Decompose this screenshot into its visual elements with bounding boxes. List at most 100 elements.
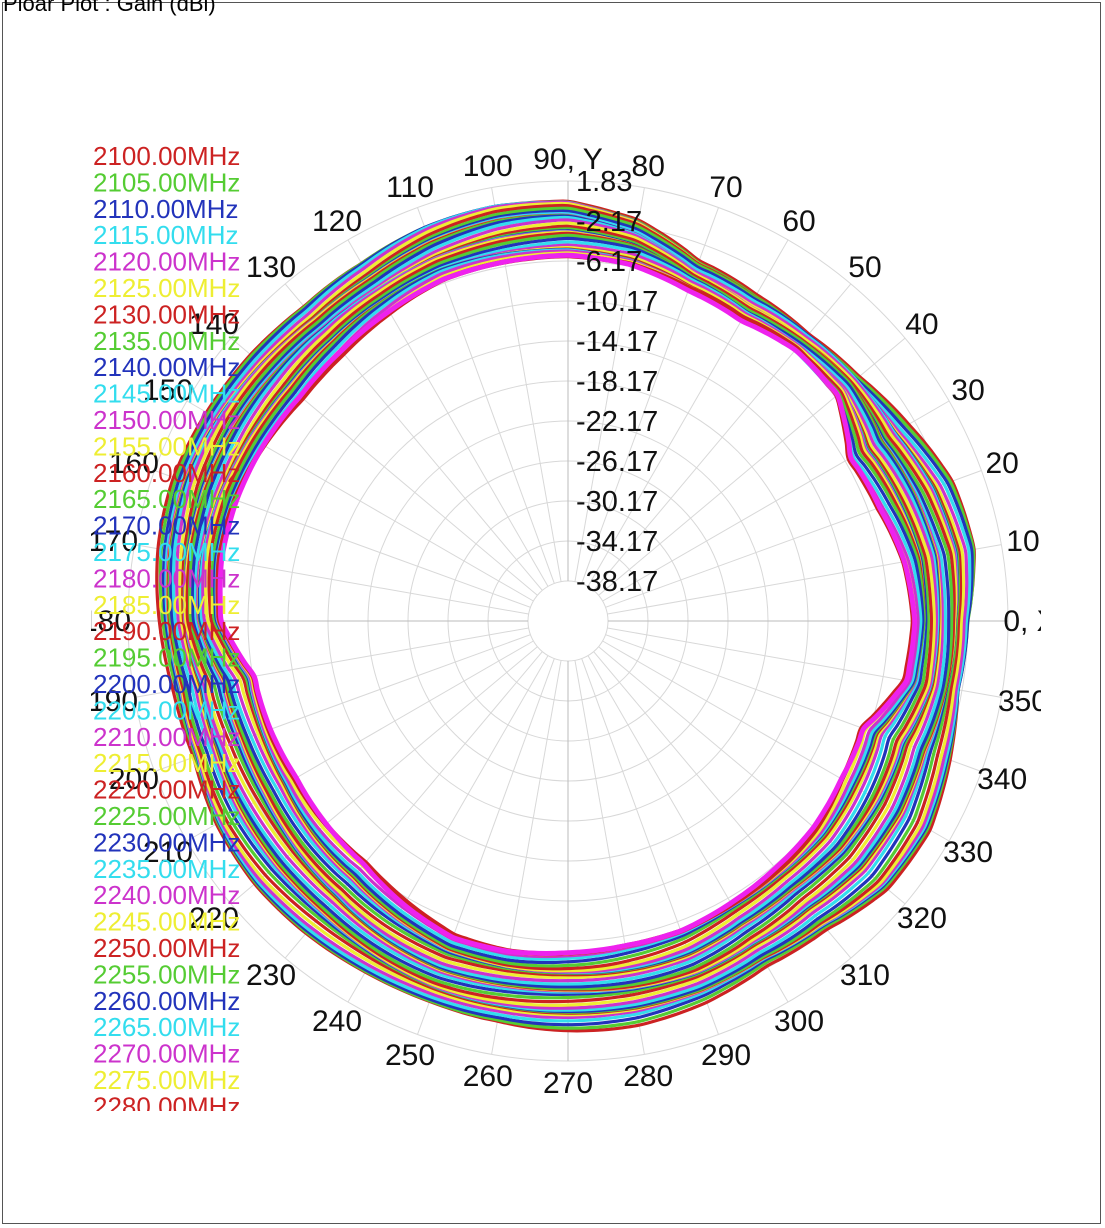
angle-tick-label: 180 bbox=[91, 605, 131, 638]
polar-grid bbox=[127, 180, 1009, 1062]
radial-tick-label: -30.17 bbox=[576, 486, 658, 518]
legend-entry: 2170.00MHz bbox=[93, 511, 240, 541]
angle-tick-label: 220 bbox=[189, 902, 239, 935]
legend-entry: 2250.00MHz bbox=[93, 933, 240, 963]
legend-entry: 2220.00MHz bbox=[93, 775, 240, 805]
legend-entry: 2260.00MHz bbox=[93, 986, 240, 1016]
angle-tick-label: 290 bbox=[701, 1039, 751, 1072]
angle-tick-label: 320 bbox=[897, 902, 947, 935]
legend-entry: 2190.00MHz bbox=[93, 616, 240, 646]
legend-entry: 2185.00MHz bbox=[93, 590, 240, 620]
radial-tick-label: -2.17 bbox=[576, 206, 642, 238]
legend-entry: 2265.00MHz bbox=[93, 1012, 240, 1042]
chart-header-title: Ploar Plot : Gain (dBi) bbox=[3, 0, 216, 16]
angle-labels: 0, X 10 20 30 40 50 60 70 80 90, Y 100 110 120 130140… bbox=[91, 143, 1041, 1100]
legend-entry: 2240.00MHz bbox=[93, 880, 240, 910]
angle-tick-label: 60 bbox=[782, 205, 815, 238]
angle-tick-label: 70 bbox=[709, 171, 742, 204]
legend-entry: 2255.00MHz bbox=[93, 959, 240, 989]
series-trace bbox=[185, 224, 941, 992]
radial-tick-label: -22.17 bbox=[576, 406, 658, 438]
angle-tick-label: 160 bbox=[109, 447, 159, 480]
angle-tick-label: 140 bbox=[189, 308, 239, 341]
angle-tick-label: 100 bbox=[463, 150, 513, 183]
legend-entry: 2160.00MHz bbox=[93, 458, 240, 488]
angle-tick-label: 50 bbox=[848, 251, 881, 284]
legend-entry: 2100.00MHz bbox=[93, 141, 240, 171]
angle-tick-label: 240 bbox=[312, 1005, 362, 1038]
radial-tick-label: 1.83 bbox=[576, 166, 632, 198]
angle-tick-label: 280 bbox=[623, 1060, 673, 1093]
angle-tick-label: 40 bbox=[905, 308, 938, 341]
angle-tick-label: 330 bbox=[943, 836, 993, 869]
series-trace bbox=[155, 199, 976, 1033]
radial-tick-label: -6.17 bbox=[576, 246, 642, 278]
series-trace bbox=[169, 209, 959, 1013]
legend: 2100.00MHz2105.00MHz2110.00MHz2115.00MHz… bbox=[93, 141, 240, 1111]
series-trace bbox=[188, 227, 941, 991]
radial-tick-label: -18.17 bbox=[576, 366, 658, 398]
angle-tick-label: 130 bbox=[246, 251, 296, 284]
legend-entry: 2200.00MHz bbox=[93, 669, 240, 699]
angle-tick-label: 90, Y bbox=[533, 143, 603, 176]
legend-entry: 2140.00MHz bbox=[93, 352, 240, 382]
angle-tick-label: 260 bbox=[463, 1060, 513, 1093]
angle-tick-label: 190 bbox=[91, 685, 138, 718]
angle-tick-label: 0, X bbox=[1003, 605, 1041, 638]
series-trace bbox=[175, 213, 958, 1010]
radial-tick-label: -34.17 bbox=[576, 526, 658, 558]
angle-tick-label: 30 bbox=[951, 374, 984, 407]
legend-entry: 2125.00MHz bbox=[93, 273, 240, 303]
angle-tick-label: 300 bbox=[774, 1005, 824, 1038]
angle-tick-label: 110 bbox=[386, 171, 434, 204]
angle-tick-label: 10 bbox=[1006, 525, 1039, 558]
angle-tick-label: 20 bbox=[985, 447, 1018, 480]
legend-entry: 2275.00MHz bbox=[93, 1065, 240, 1095]
angle-tick-label: 170 bbox=[91, 525, 138, 558]
legend-entry: 2135.00MHz bbox=[93, 326, 240, 356]
angle-tick-label: 350 bbox=[998, 685, 1041, 718]
legend-entry: 2215.00MHz bbox=[93, 748, 240, 778]
radial-tick-label: -10.17 bbox=[576, 286, 658, 318]
grid-spoke bbox=[598, 646, 906, 905]
legend-entry: 2130.00MHz bbox=[93, 299, 240, 329]
angle-tick-label: 120 bbox=[312, 205, 362, 238]
legend-entry: 2195.00MHz bbox=[93, 643, 240, 673]
series-group bbox=[155, 199, 976, 1033]
radial-tick-label: -14.17 bbox=[576, 326, 658, 358]
angle-tick-label: 150 bbox=[143, 374, 193, 407]
legend-entry: 2180.00MHz bbox=[93, 563, 240, 593]
angle-tick-label: 80 bbox=[632, 150, 665, 183]
legend-entry: 2205.00MHz bbox=[93, 695, 240, 725]
legend-entry: 2230.00MHz bbox=[93, 827, 240, 857]
legend-entry: 2270.00MHz bbox=[93, 1039, 240, 1069]
angle-tick-label: 210 bbox=[143, 836, 193, 869]
legend-entry: 2150.00MHz bbox=[93, 405, 240, 435]
angle-tick-label: 310 bbox=[840, 959, 890, 992]
series-trace bbox=[201, 243, 926, 974]
legend-entry: 2235.00MHz bbox=[93, 854, 240, 884]
angle-tick-label: 340 bbox=[977, 763, 1027, 796]
legend-entry: 2245.00MHz bbox=[93, 907, 240, 937]
radial-labels: 1.83 -2.17 -6.17 -10.17 -14.17 -18.17 -22.17 -2… bbox=[576, 166, 658, 598]
legend-entry: 2165.00MHz bbox=[93, 484, 240, 514]
radial-tick-label: -38.17 bbox=[576, 566, 658, 598]
highlight-trace bbox=[217, 252, 918, 956]
legend-entry: 2145.00MHz bbox=[93, 379, 240, 409]
polar-chart: 1.83 -2.17 -6.17 -10.17 -14.17 -18.17 -22.17 -2… bbox=[91, 141, 1041, 1111]
legend-entry: 2210.00MHz bbox=[93, 722, 240, 752]
legend-entry: 2115.00MHz bbox=[93, 220, 239, 250]
legend-entry: 2280.00MHz bbox=[93, 1091, 240, 1111]
angle-tick-label: 200 bbox=[109, 763, 159, 796]
series-trace bbox=[204, 245, 926, 973]
legend-entry: 2225.00MHz bbox=[93, 801, 240, 831]
angle-tick-label: 270 bbox=[543, 1067, 593, 1100]
polar-plot-area: 1.83 -2.17 -6.17 -10.17 -14.17 -18.17 -22.17 -2… bbox=[91, 131, 1041, 1111]
legend-entry: 2105.00MHz bbox=[93, 167, 240, 197]
legend-entry: 2155.00MHz bbox=[93, 431, 240, 461]
legend-entry: 2120.00MHz bbox=[93, 247, 240, 277]
angle-tick-label: 230 bbox=[246, 959, 296, 992]
angle-tick-label: 250 bbox=[385, 1039, 435, 1072]
series-trace bbox=[171, 211, 959, 1012]
